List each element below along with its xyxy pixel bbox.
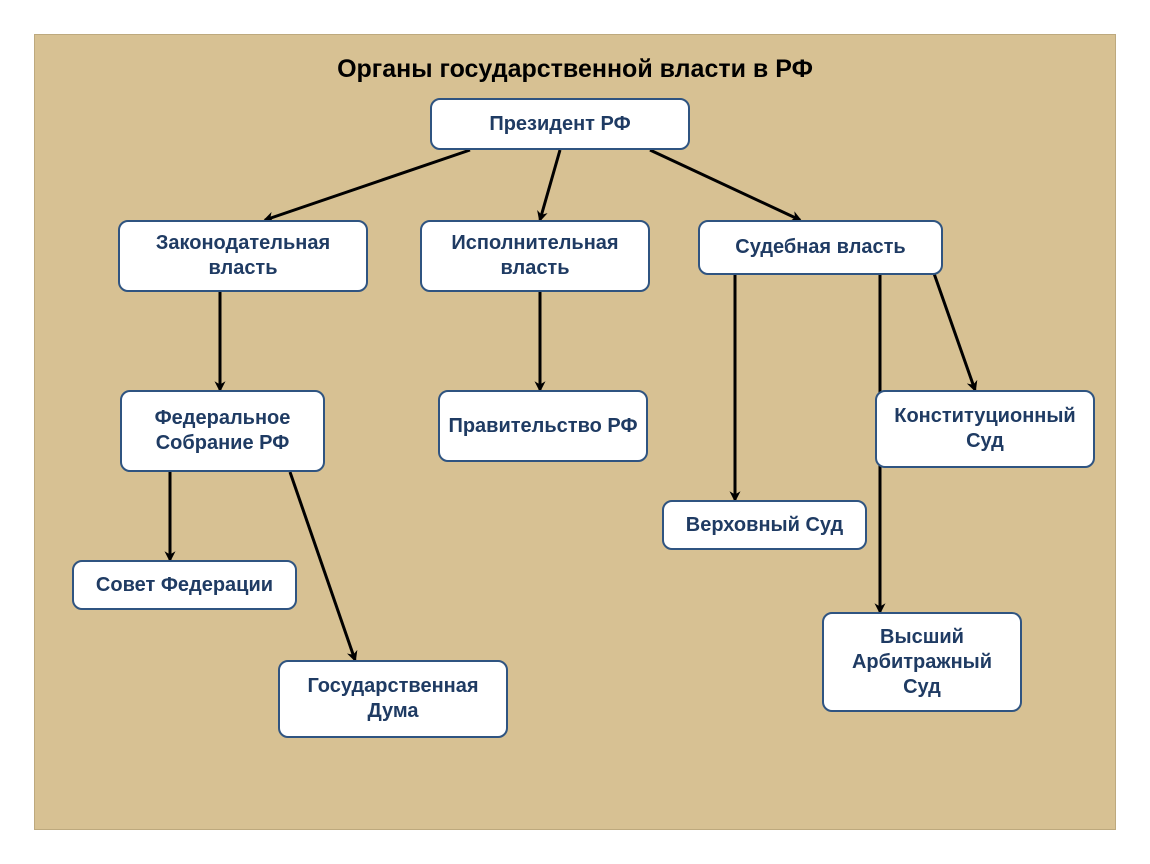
node-arbitration: Высший Арбитражный Суд — [822, 612, 1022, 712]
node-judicial: Судебная власть — [698, 220, 943, 275]
node-president: Президент РФ — [430, 98, 690, 150]
node-fed_assembly: Федеральное Собрание РФ — [120, 390, 325, 472]
node-executive: Исполнительная власть — [420, 220, 650, 292]
diagram-outer: Органы государственной власти в РФ Прези… — [0, 0, 1150, 864]
node-legislative: Законодательная власть — [118, 220, 368, 292]
node-fed_council: Совет Федерации — [72, 560, 297, 610]
diagram-title: Органы государственной власти в РФ — [315, 55, 835, 84]
node-supreme_court: Верховный Суд — [662, 500, 867, 550]
node-duma: Государственная Дума — [278, 660, 508, 738]
node-government: Правительство РФ — [438, 390, 648, 462]
node-const_court: Конституционный Суд — [875, 390, 1095, 468]
